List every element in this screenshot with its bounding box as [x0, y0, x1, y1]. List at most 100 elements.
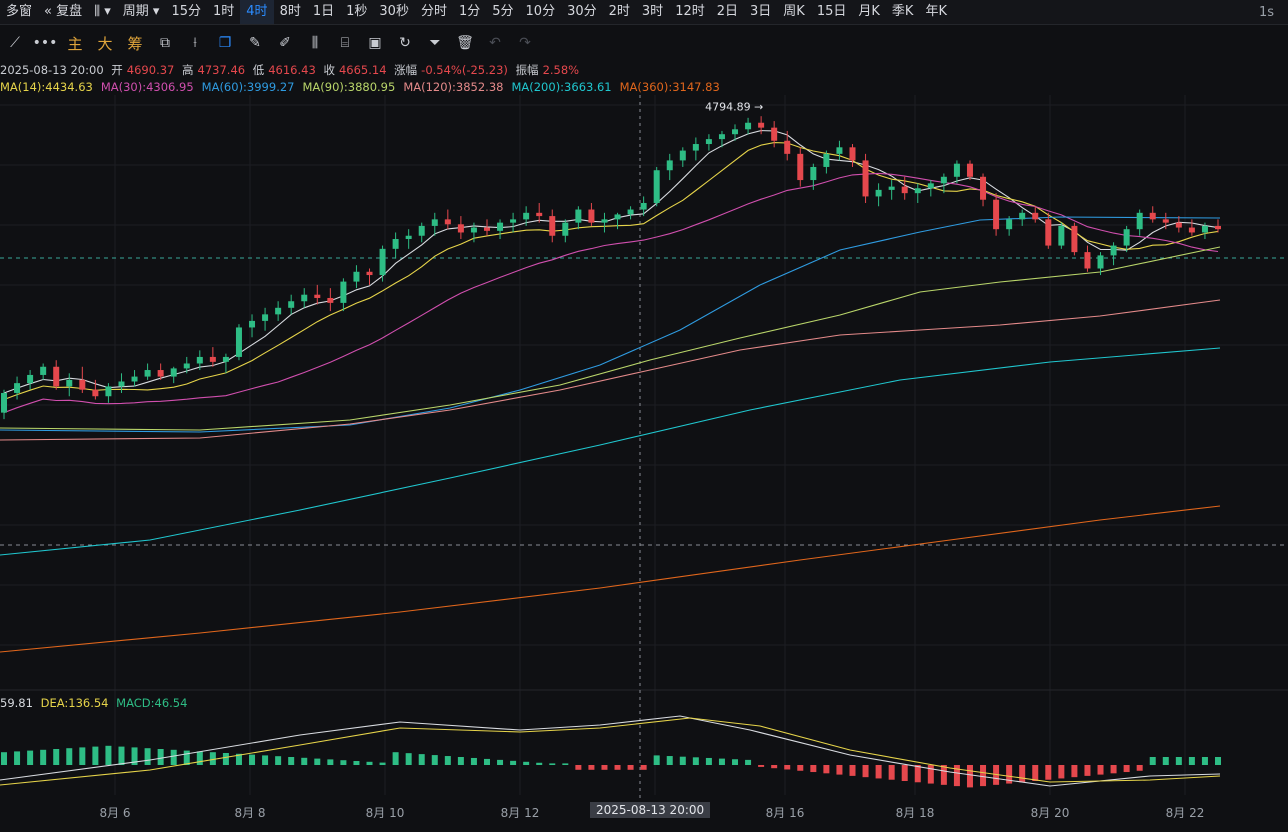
- candle-body: [1201, 225, 1208, 233]
- macd-bar: [157, 749, 164, 765]
- line-tool-icon[interactable]: ⟋: [10, 35, 20, 51]
- replay-button[interactable]: « 复盘: [44, 4, 83, 19]
- macd-bar: [718, 758, 725, 765]
- candle-body: [745, 122, 752, 130]
- tf-30s[interactable]: 30秒: [379, 4, 409, 19]
- tf-30m[interactable]: 30分: [567, 4, 597, 19]
- redo-icon[interactable]: ↷: [519, 35, 531, 51]
- tf-1s[interactable]: 1秒: [346, 4, 368, 19]
- candle-type-icon[interactable]: ⫼: [311, 35, 319, 51]
- tf-1d[interactable]: 1日: [312, 4, 335, 19]
- x-axis-label: 8月 12: [500, 806, 540, 820]
- tf-15m[interactable]: 15分: [171, 4, 201, 19]
- template-icon[interactable]: ▣: [368, 35, 382, 51]
- amp-value: 2.58%: [542, 63, 580, 77]
- period-dropdown[interactable]: 周期 ▾: [122, 4, 160, 19]
- layers-icon[interactable]: ⧉: [160, 35, 170, 51]
- macd-bar: [1175, 757, 1182, 765]
- magnet-icon[interactable]: ↻: [399, 35, 411, 51]
- candle-body: [653, 170, 660, 203]
- macd-bar: [980, 765, 987, 787]
- candle-body: [105, 386, 112, 397]
- candle-body: [588, 209, 595, 223]
- tf-week[interactable]: 周K: [783, 4, 805, 19]
- macd-bar: [105, 745, 112, 765]
- candle-body: [262, 314, 269, 321]
- main-chart-button[interactable]: 主: [67, 34, 83, 53]
- tf-3d[interactable]: 3日: [750, 4, 772, 19]
- chart-type-icon[interactable]: ⫼ ▾: [94, 4, 111, 19]
- macd-bar: [1201, 757, 1208, 765]
- eraser-icon[interactable]: ✎: [249, 35, 261, 51]
- macd-bar: [1084, 765, 1091, 776]
- chips-button[interactable]: 筹: [127, 34, 143, 53]
- tf-1h[interactable]: 1时: [213, 4, 235, 19]
- multi-window-button[interactable]: 多窗: [6, 4, 33, 19]
- refresh-interval[interactable]: 1s: [1258, 4, 1274, 20]
- ma120-line: [0, 299, 1221, 441]
- tf-3h[interactable]: 3时: [641, 4, 664, 19]
- ma-legend: MA(14):4434.63 MA(30):4306.95 MA(60):3999.…: [0, 80, 728, 94]
- trash-icon[interactable]: 🗑: [456, 35, 474, 51]
- candle-body: [1175, 222, 1182, 228]
- candle-body: [993, 199, 1000, 230]
- tf-timeshare[interactable]: 分时: [420, 4, 447, 19]
- tf-12h[interactable]: 12时: [675, 4, 705, 19]
- filter-icon[interactable]: ⏷: [429, 35, 441, 51]
- tf-10m[interactable]: 10分: [525, 4, 556, 19]
- candle-body: [379, 248, 386, 276]
- tf-year[interactable]: 年K: [925, 4, 947, 19]
- candle-body: [836, 147, 843, 154]
- ma-legend-item: MA(360):3147.83: [619, 80, 720, 94]
- tf-month[interactable]: 月K: [858, 4, 880, 19]
- candle-body: [1, 392, 7, 413]
- macd-bar: [249, 754, 256, 765]
- macd-bar: [1019, 765, 1026, 783]
- candle-body: [679, 150, 686, 161]
- candle-body: [196, 356, 203, 364]
- copy-icon[interactable]: ❐: [218, 35, 232, 51]
- macd-bar: [575, 765, 582, 770]
- candle-body: [157, 370, 164, 377]
- macd-bar: [235, 753, 242, 765]
- big-order-button[interactable]: 大: [97, 34, 113, 53]
- macd-bar: [875, 765, 882, 779]
- tf-2h[interactable]: 2时: [608, 4, 630, 19]
- pencil-icon[interactable]: ✐: [279, 35, 291, 51]
- tf-5m[interactable]: 5分: [492, 4, 514, 19]
- undo-icon[interactable]: ↶: [489, 35, 501, 51]
- candle-body: [601, 219, 608, 223]
- tf-8h[interactable]: 8时: [279, 4, 301, 19]
- macd-bar: [483, 758, 490, 765]
- tf-1m[interactable]: 1分: [458, 4, 481, 19]
- candle-body: [353, 271, 360, 282]
- macd-bar: [79, 747, 86, 765]
- candle-body: [940, 176, 947, 184]
- close-value: 4665.14: [338, 63, 387, 77]
- more-tools-icon[interactable]: •••: [32, 35, 58, 51]
- ruler-icon[interactable]: ⟊: [193, 35, 197, 51]
- ma14-line: [3, 142, 1219, 401]
- macd-bar: [470, 757, 477, 765]
- candle-body: [771, 127, 778, 141]
- macd-bar: [144, 748, 151, 765]
- macd-bar: [288, 757, 295, 765]
- macd-bar: [457, 757, 464, 765]
- candle-body: [327, 297, 334, 303]
- tf-2d[interactable]: 2日: [716, 4, 739, 19]
- candle-body: [562, 222, 569, 236]
- tf-quarter[interactable]: 季K: [891, 4, 914, 19]
- macd-bar: [209, 752, 216, 765]
- indicator-icon[interactable]: ⌸: [340, 35, 350, 51]
- ma-legend-item: MA(14):4434.63: [0, 80, 93, 94]
- candle-body: [1215, 225, 1221, 230]
- candle-body: [980, 176, 987, 200]
- tf-15d[interactable]: 15日: [816, 4, 847, 19]
- candle-body: [53, 366, 60, 387]
- macd-dea-line: [0, 717, 1221, 786]
- macd-bar: [1123, 765, 1130, 773]
- tf-4h[interactable]: 4时: [240, 0, 274, 24]
- candle-body: [366, 271, 373, 276]
- candle-body: [235, 327, 242, 357]
